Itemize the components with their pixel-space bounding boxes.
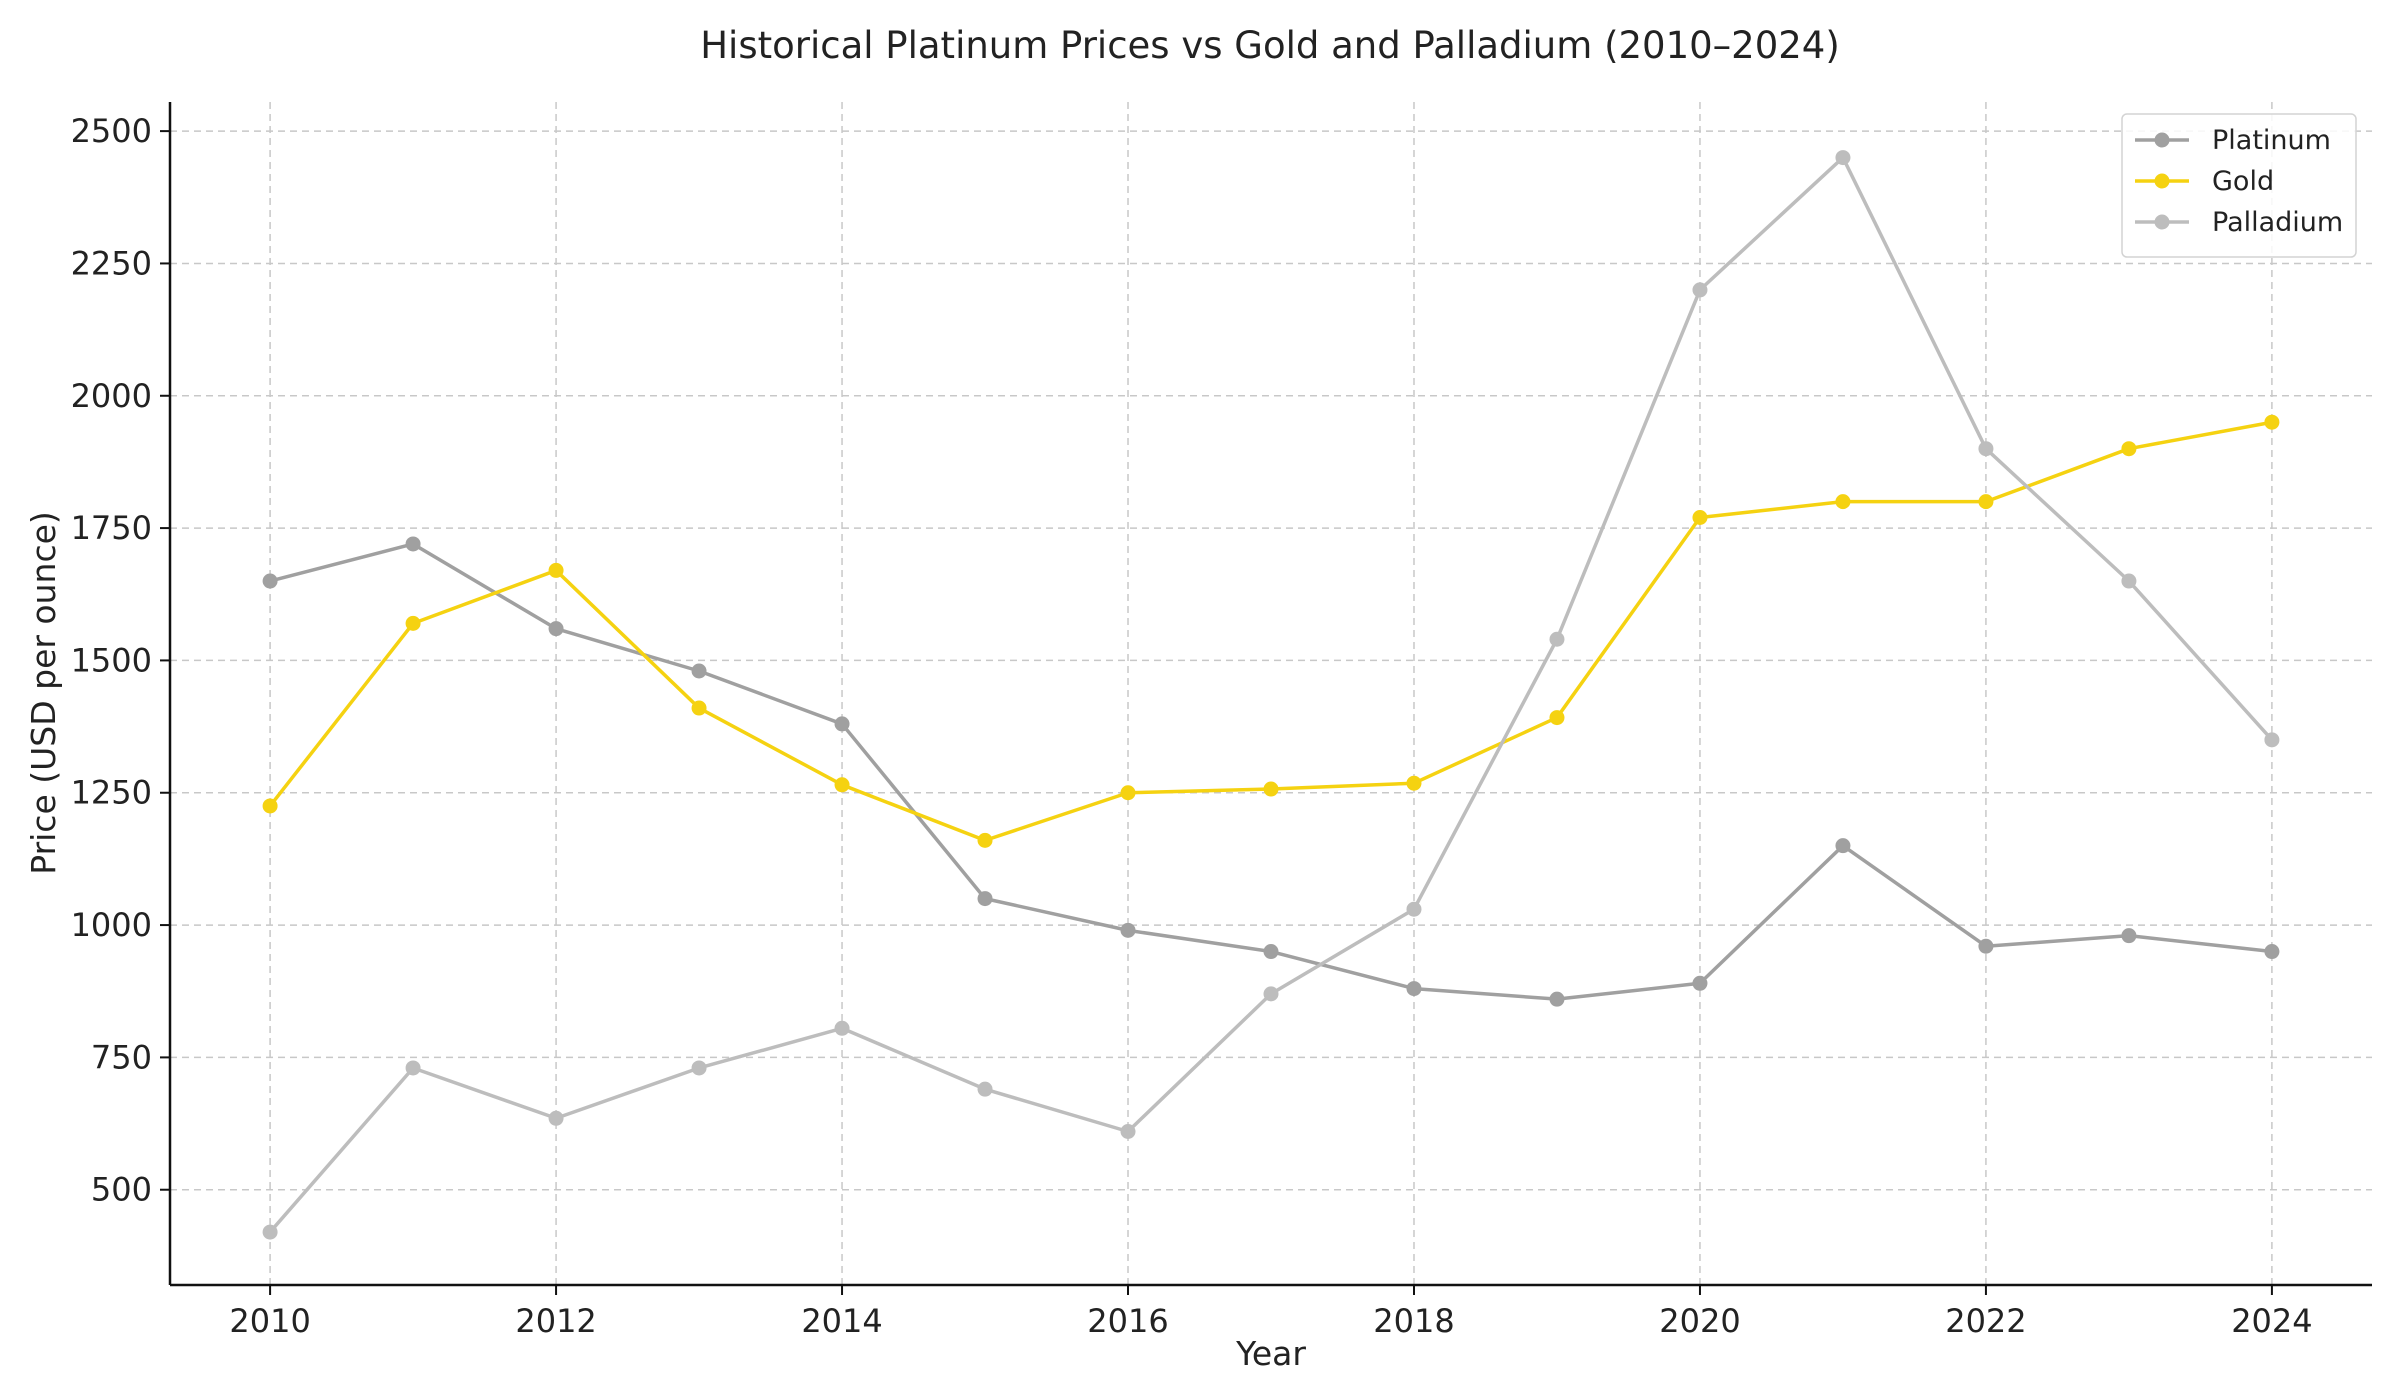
legend-label: Platinum (2212, 125, 2331, 156)
x-tick-label: 2022 (1945, 1302, 2026, 1340)
gold-series (262, 414, 2280, 848)
palladium-point (834, 1020, 850, 1036)
platinum-point (2264, 944, 2280, 960)
gridlines (170, 102, 2372, 1285)
gold-point (262, 798, 278, 814)
legend-swatch-marker (2154, 214, 2170, 230)
palladium-point (1835, 150, 1851, 166)
platinum-point (1835, 838, 1851, 854)
platinum-point (262, 573, 278, 589)
legend-label: Palladium (2212, 207, 2343, 238)
legend-item-platinum: Platinum (2135, 125, 2331, 156)
x-tick-label: 2018 (1373, 1302, 1454, 1340)
y-tick-label: 2250 (71, 244, 152, 282)
gold-point (1120, 785, 1136, 801)
platinum-point (405, 536, 421, 552)
platinum-point (691, 663, 707, 679)
platinum-point (1549, 991, 1565, 1007)
x-tick-label: 2012 (515, 1302, 596, 1340)
y-tick-label: 2500 (71, 112, 152, 150)
gold-point (548, 562, 564, 578)
y-tick-label: 2000 (71, 377, 152, 415)
platinum-line (268, 542, 2274, 1001)
y-axis-label: Price (USD per ounce) (24, 511, 63, 875)
y-tick-label: 1250 (71, 774, 152, 812)
gold-point (2121, 441, 2137, 457)
legend: Platinum Gold Palladium (2121, 113, 2357, 258)
y-tick-label: 750 (91, 1038, 152, 1076)
palladium-line (268, 155, 2274, 1234)
palladium-point (548, 1110, 564, 1126)
platinum-point (977, 891, 993, 907)
x-tick-label: 2014 (801, 1302, 882, 1340)
platinum-point (1406, 981, 1422, 997)
gold-point (1692, 510, 1708, 526)
platinum-point (1692, 975, 1708, 991)
y-tick-label: 1000 (71, 906, 152, 944)
y-tick-label: 1500 (71, 641, 152, 679)
palladium-point (691, 1060, 707, 1076)
platinum-point (2121, 928, 2137, 944)
platinum-point (1978, 938, 1994, 954)
axis-ticks: 2010 2012 2014 2016 2018 2020 2022 2024 500 750 10… (71, 112, 2313, 1340)
y-tick-label: 1750 (71, 509, 152, 547)
gold-point (834, 777, 850, 793)
palladium-point (1692, 282, 1708, 298)
chart-title: Historical Platinum Prices vs Gold and P… (700, 24, 1840, 67)
gold-point (1406, 775, 1422, 791)
gold-point (1549, 710, 1565, 726)
platinum-point (1263, 944, 1279, 960)
gold-point (2264, 414, 2280, 430)
x-tick-label: 2016 (1087, 1302, 1168, 1340)
legend-label: Gold (2212, 166, 2274, 197)
x-tick-label: 2020 (1659, 1302, 1740, 1340)
platinum-point (548, 621, 564, 637)
palladium-point (1978, 441, 1994, 457)
palladium-point (1263, 986, 1279, 1002)
palladium-point (262, 1224, 278, 1240)
palladium-point (1549, 631, 1565, 647)
gold-point (405, 615, 421, 631)
palladium-point (2264, 732, 2280, 748)
x-tick-label: 2024 (2231, 1302, 2312, 1340)
palladium-point (2121, 573, 2137, 589)
series (262, 150, 2280, 1240)
gold-point (691, 700, 707, 716)
x-tick-label: 2010 (229, 1302, 310, 1340)
legend-swatch-marker (2154, 173, 2170, 189)
legend-item-gold: Gold (2135, 166, 2274, 197)
x-axis-label: Year (1235, 1334, 1306, 1373)
gold-point (1835, 494, 1851, 510)
palladium-series (262, 150, 2280, 1240)
legend-swatch-marker (2154, 132, 2170, 148)
platinum-point (834, 716, 850, 732)
platinum-series (262, 536, 2280, 1007)
platinum-point (1120, 922, 1136, 938)
legend-item-palladium: Palladium (2135, 207, 2343, 238)
palladium-point (977, 1081, 993, 1097)
y-tick-label: 500 (91, 1171, 152, 1209)
gold-point (1978, 494, 1994, 510)
axes (168, 102, 2372, 1287)
gold-point (1263, 781, 1279, 797)
palladium-point (1406, 901, 1422, 917)
palladium-point (1120, 1124, 1136, 1140)
gold-point (977, 832, 993, 848)
palladium-point (405, 1060, 421, 1076)
